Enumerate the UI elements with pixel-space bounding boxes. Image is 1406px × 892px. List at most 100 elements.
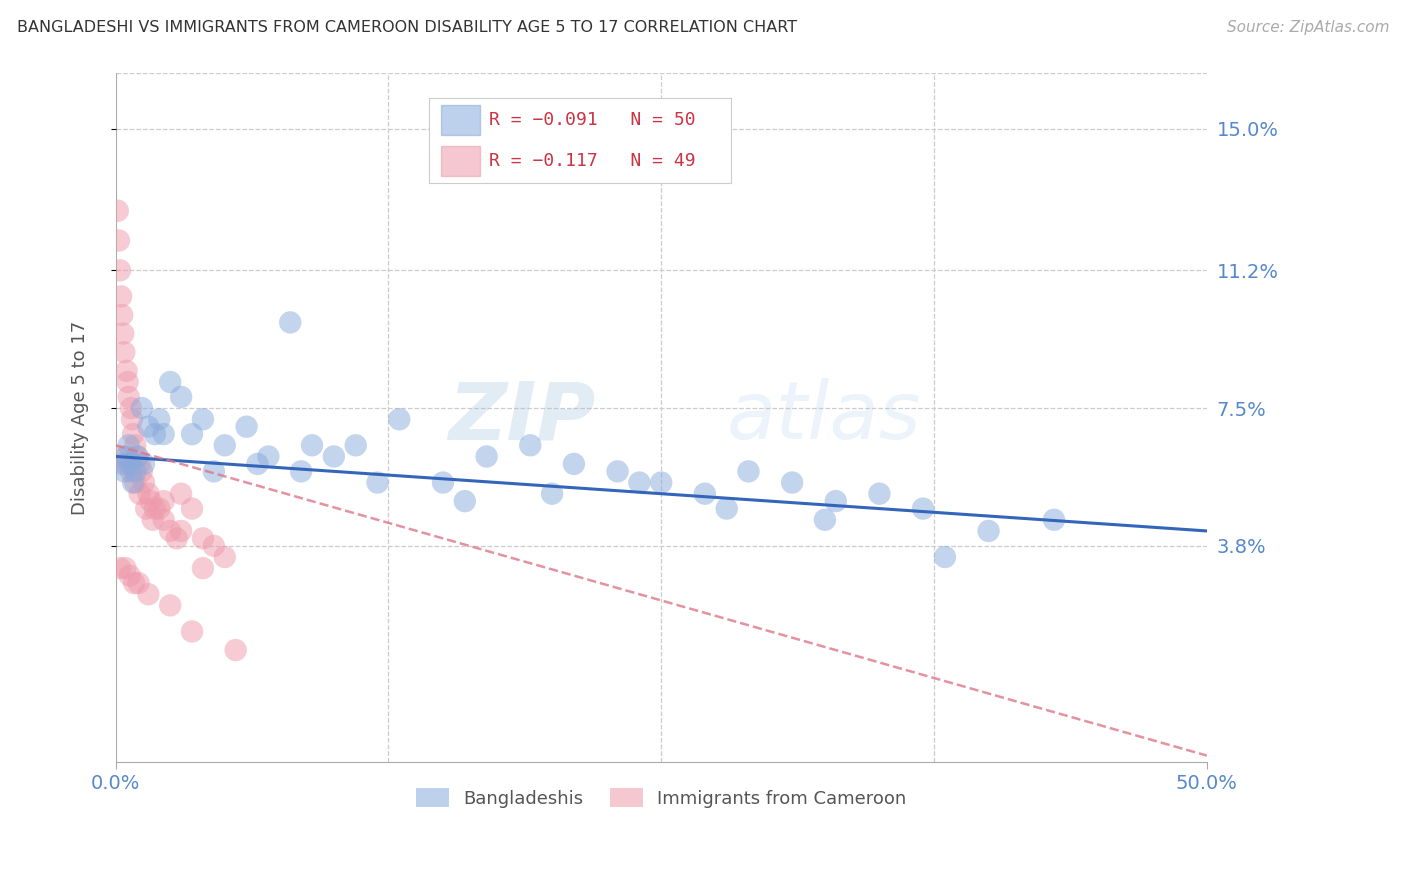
Point xyxy=(628,475,651,490)
Point xyxy=(235,419,257,434)
Point xyxy=(138,587,160,601)
Point xyxy=(121,412,143,426)
Point xyxy=(152,513,174,527)
Point xyxy=(562,457,585,471)
Point xyxy=(131,401,153,415)
Point xyxy=(1043,513,1066,527)
Text: BANGLADESHI VS IMMIGRANTS FROM CAMEROON DISABILITY AGE 5 TO 17 CORRELATION CHART: BANGLADESHI VS IMMIGRANTS FROM CAMEROON … xyxy=(17,20,797,35)
Point xyxy=(693,486,716,500)
Point xyxy=(388,412,411,426)
Point xyxy=(118,390,141,404)
Point xyxy=(127,450,149,464)
Point xyxy=(214,438,236,452)
Point xyxy=(127,450,149,464)
Point xyxy=(519,438,541,452)
Point xyxy=(143,501,166,516)
Point xyxy=(120,401,142,415)
Point xyxy=(170,390,193,404)
Point xyxy=(122,427,145,442)
Point xyxy=(202,539,225,553)
Text: atlas: atlas xyxy=(727,378,921,457)
Point xyxy=(366,475,388,490)
Point xyxy=(737,464,759,478)
Point xyxy=(166,532,188,546)
Point xyxy=(780,475,803,490)
Point xyxy=(115,457,138,471)
Point xyxy=(107,203,129,218)
Point xyxy=(142,513,165,527)
Text: ZIP: ZIP xyxy=(449,378,596,457)
Point xyxy=(108,263,131,277)
Point xyxy=(112,345,135,359)
Point xyxy=(128,457,150,471)
Point xyxy=(115,450,138,464)
Point xyxy=(138,419,160,434)
Point xyxy=(122,576,145,591)
Point xyxy=(128,486,150,500)
Point xyxy=(814,513,837,527)
Point xyxy=(122,475,145,490)
Text: Source: ZipAtlas.com: Source: ZipAtlas.com xyxy=(1226,20,1389,35)
Point xyxy=(301,438,323,452)
Point xyxy=(977,524,1000,538)
Point xyxy=(108,561,131,575)
Point xyxy=(225,643,247,657)
Point xyxy=(170,524,193,538)
Point xyxy=(159,524,181,538)
Point xyxy=(111,457,134,471)
Point xyxy=(148,412,170,426)
Point xyxy=(934,549,956,564)
Point xyxy=(114,561,136,575)
Legend: Bangladeshis, Immigrants from Cameroon: Bangladeshis, Immigrants from Cameroon xyxy=(409,780,914,814)
Text: R = −0.117   N = 49: R = −0.117 N = 49 xyxy=(489,152,696,169)
Point xyxy=(344,438,367,452)
Point xyxy=(170,486,193,500)
Point xyxy=(117,375,139,389)
Point xyxy=(148,501,170,516)
Text: R = −0.091   N = 50: R = −0.091 N = 50 xyxy=(489,112,696,129)
Point xyxy=(278,315,301,329)
Point xyxy=(118,568,141,582)
Point xyxy=(112,326,135,341)
Point xyxy=(112,464,135,478)
Point xyxy=(824,494,846,508)
Point xyxy=(290,464,312,478)
Point xyxy=(138,486,160,500)
Bar xyxy=(441,105,481,136)
Point xyxy=(191,532,214,546)
Point xyxy=(214,549,236,564)
Y-axis label: Disability Age 5 to 17: Disability Age 5 to 17 xyxy=(72,320,89,515)
Point xyxy=(132,457,155,471)
Point xyxy=(159,375,181,389)
Point xyxy=(246,457,269,471)
Point xyxy=(868,486,890,500)
Point xyxy=(131,464,153,478)
Point xyxy=(454,494,477,508)
Point xyxy=(108,234,131,248)
Point xyxy=(202,464,225,478)
Point xyxy=(322,450,344,464)
Point xyxy=(120,457,142,471)
Point xyxy=(120,464,142,478)
Point xyxy=(716,501,738,516)
Point xyxy=(128,576,150,591)
Point xyxy=(124,475,146,490)
Point xyxy=(132,475,155,490)
Point xyxy=(912,501,935,516)
Point xyxy=(650,475,672,490)
Point xyxy=(257,450,280,464)
Point xyxy=(152,427,174,442)
Point xyxy=(111,308,134,322)
Point xyxy=(115,364,138,378)
Point xyxy=(135,501,157,516)
Point xyxy=(139,494,162,508)
Point xyxy=(541,486,564,500)
Point xyxy=(111,450,134,464)
Point xyxy=(191,412,214,426)
Point xyxy=(143,427,166,442)
Point xyxy=(606,464,628,478)
Point xyxy=(181,427,204,442)
Point xyxy=(110,289,132,303)
Bar xyxy=(441,145,481,176)
Point xyxy=(181,624,204,639)
